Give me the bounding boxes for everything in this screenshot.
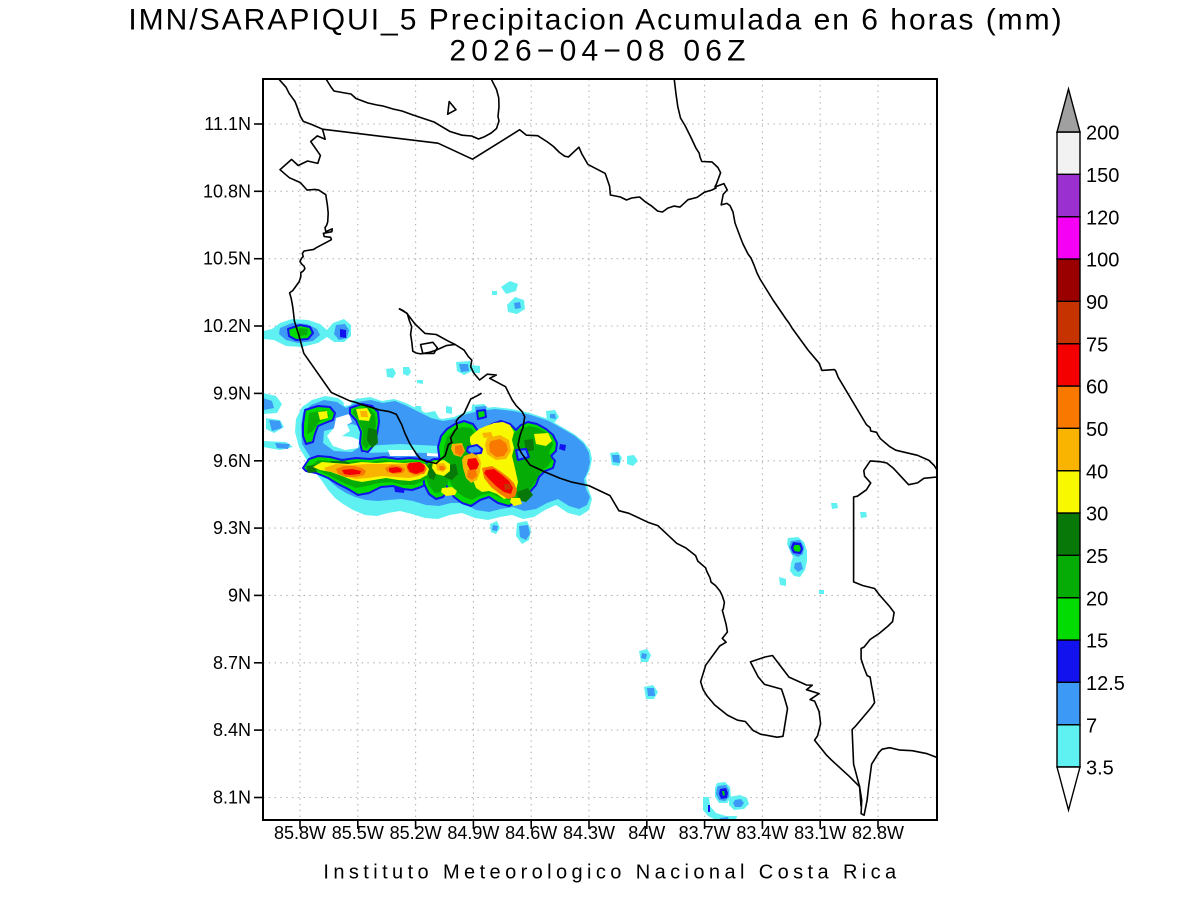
svg-text:83.7W: 83.7W xyxy=(679,823,731,843)
svg-text:150: 150 xyxy=(1086,165,1119,187)
svg-text:90: 90 xyxy=(1086,292,1108,314)
svg-text:10.8N: 10.8N xyxy=(203,181,251,201)
svg-text:100: 100 xyxy=(1086,250,1119,272)
svg-text:85.8W: 85.8W xyxy=(274,823,326,843)
svg-text:84.6W: 84.6W xyxy=(505,823,557,843)
svg-text:2026−04−08 06Z: 2026−04−08 06Z xyxy=(449,35,750,68)
svg-text:3.5: 3.5 xyxy=(1086,758,1114,780)
svg-text:8.1N: 8.1N xyxy=(213,788,251,808)
svg-text:30: 30 xyxy=(1086,504,1108,526)
svg-text:120: 120 xyxy=(1086,207,1119,229)
svg-text:84.3W: 84.3W xyxy=(563,823,615,843)
svg-text:15: 15 xyxy=(1086,631,1108,653)
svg-text:9N: 9N xyxy=(228,585,251,605)
svg-text:10.5N: 10.5N xyxy=(203,249,251,269)
svg-text:60: 60 xyxy=(1086,377,1108,399)
svg-text:IMN/SARAPIQUI_5 Precipitacion: IMN/SARAPIQUI_5 Precipitacion Acumulada … xyxy=(128,4,1063,37)
svg-text:200: 200 xyxy=(1086,123,1119,145)
svg-text:25: 25 xyxy=(1086,546,1108,568)
svg-text:50: 50 xyxy=(1086,419,1108,441)
svg-text:85.5W: 85.5W xyxy=(332,823,384,843)
svg-text:75: 75 xyxy=(1086,334,1108,356)
svg-text:8.7N: 8.7N xyxy=(213,653,251,673)
svg-text:40: 40 xyxy=(1086,461,1108,483)
svg-text:11.1N: 11.1N xyxy=(204,114,251,134)
svg-text:85.2W: 85.2W xyxy=(390,823,442,843)
svg-text:84W: 84W xyxy=(628,823,665,843)
svg-text:20: 20 xyxy=(1086,588,1108,610)
svg-text:83.1W: 83.1W xyxy=(794,823,846,843)
svg-text:82.8W: 82.8W xyxy=(852,823,904,843)
svg-text:12.5: 12.5 xyxy=(1086,673,1125,695)
svg-text:84.9W: 84.9W xyxy=(447,823,499,843)
svg-text:9.6N: 9.6N xyxy=(213,451,251,471)
svg-text:83.4W: 83.4W xyxy=(736,823,788,843)
svg-text:9.9N: 9.9N xyxy=(213,383,251,403)
svg-text:Instituto Meteorologico Nacion: Instituto Meteorologico Nacional Costa R… xyxy=(323,861,900,883)
svg-text:10.2N: 10.2N xyxy=(203,316,251,336)
svg-text:9.3N: 9.3N xyxy=(213,518,251,538)
svg-text:7: 7 xyxy=(1086,715,1097,737)
svg-text:8.4N: 8.4N xyxy=(213,720,251,740)
